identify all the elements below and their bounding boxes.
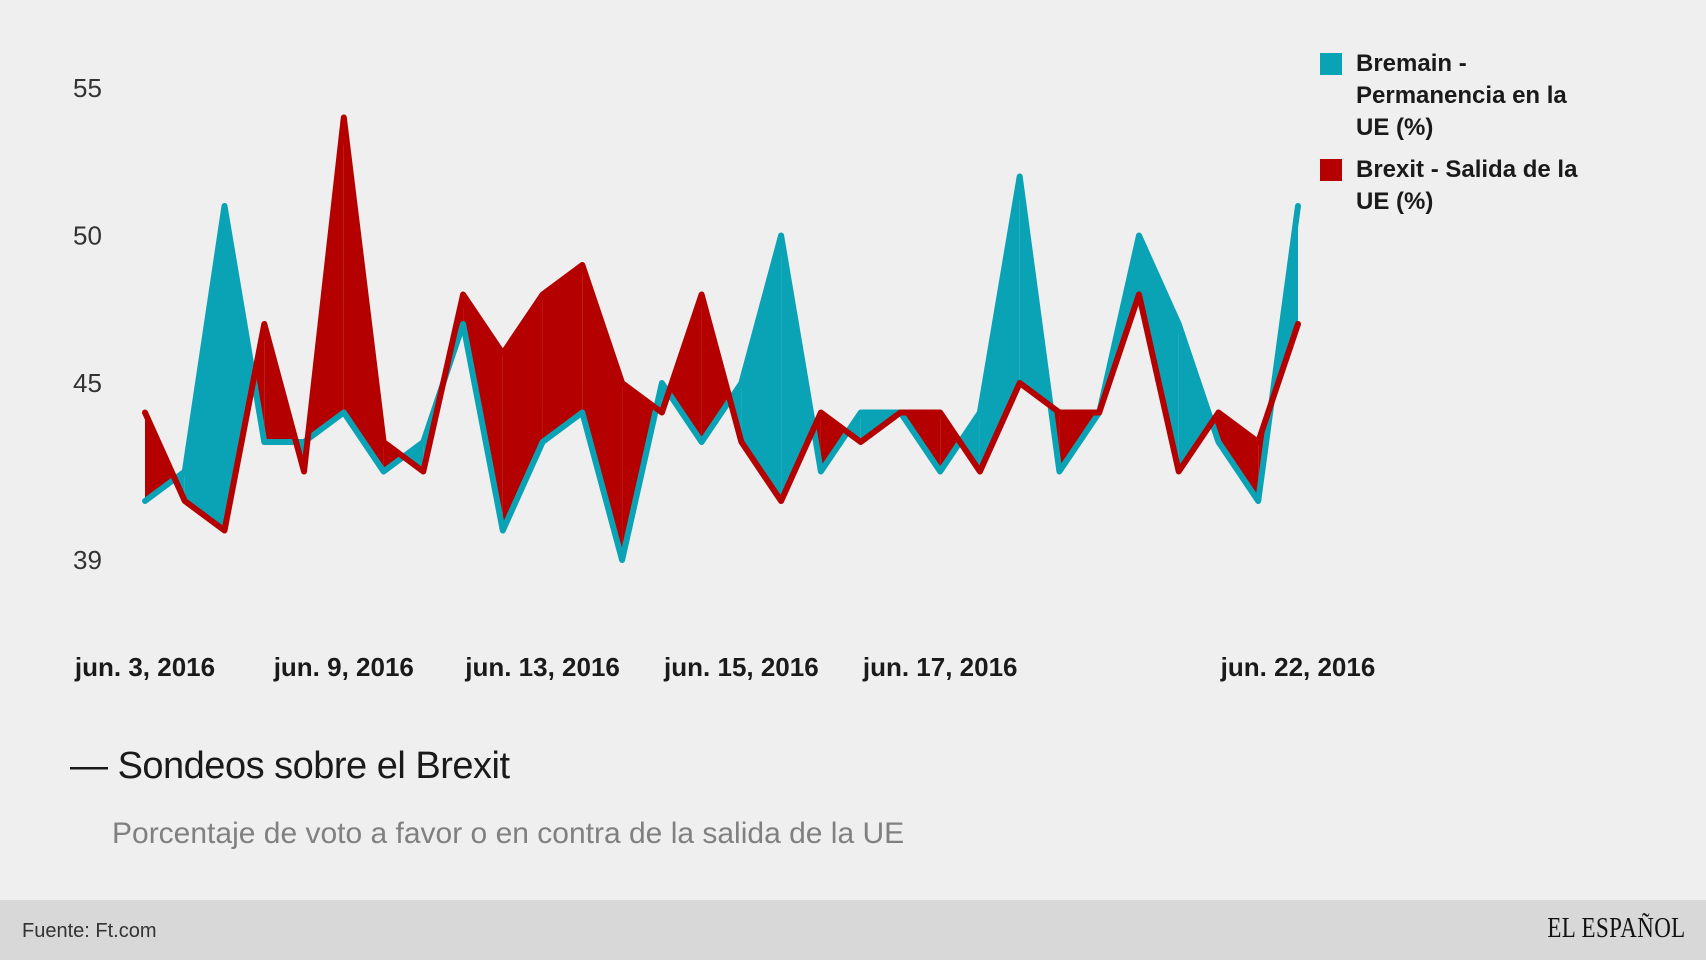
legend-item-bremain[interactable]: Bremain - Permanencia en la UE (%) xyxy=(1320,48,1580,144)
x-tick-label: jun. 17, 2016 xyxy=(862,652,1018,682)
y-tick-50: 50 xyxy=(73,221,102,251)
diff-area-22-a xyxy=(1019,176,1051,406)
legend: Bremain - Permanencia en la UE (%) Brexi… xyxy=(1320,48,1580,228)
brexit-line xyxy=(142,114,1301,534)
diff-area-20-a xyxy=(940,412,961,472)
diff-area-20-b xyxy=(960,412,980,472)
brexit-swatch xyxy=(1320,159,1342,181)
brand-logo: EL ESPAÑOL xyxy=(1547,913,1686,944)
legend-label-bremain: Bremain - Permanencia en la UE (%) xyxy=(1356,50,1567,141)
source-text: Fuente: Ft.com xyxy=(22,920,157,942)
y-tick-55: 55 xyxy=(73,73,102,103)
diff-area-2-a xyxy=(224,206,254,531)
diff-area-15 xyxy=(741,235,782,501)
chart-subtitle: Porcentaje de voto a favor o en contra d… xyxy=(112,817,905,850)
series-lines xyxy=(142,114,1301,563)
y-axis-ticks: 39 45 50 55 xyxy=(73,73,102,575)
x-tick-label: jun. 15, 2016 xyxy=(663,652,819,682)
footer: Fuente: Ft.com EL ESPAÑOL xyxy=(0,900,1706,960)
title-dash: — xyxy=(70,745,108,787)
x-tick-label: jun. 3, 2016 xyxy=(74,652,215,682)
x-tick-label: jun. 22, 2016 xyxy=(1220,652,1376,682)
x-tick-label: jun. 13, 2016 xyxy=(464,652,620,682)
legend-item-brexit[interactable]: Brexit - Salida de la UE (%) xyxy=(1320,154,1580,218)
title-text: Sondeos sobre el Brexit xyxy=(117,745,510,787)
x-tick-label: jun. 9, 2016 xyxy=(273,652,414,682)
diff-area-26-a xyxy=(1178,324,1212,472)
diff-area-16-a xyxy=(781,235,814,501)
brexit-poll-chart: 39 45 50 55 jun. 3, 2016 jun. 9, 2016 jun. 13… xyxy=(73,73,1375,682)
bremain-line xyxy=(142,173,1301,563)
y-tick-39: 39 xyxy=(73,545,102,575)
diff-area-9 xyxy=(502,294,543,531)
diff-area-11 xyxy=(582,265,623,560)
bremain-swatch xyxy=(1320,53,1342,75)
diff-area-13-b xyxy=(668,294,702,442)
chart-title: — Sondeos sobre el Brexit xyxy=(70,745,510,788)
legend-label-brexit: Brexit - Salida de la UE (%) xyxy=(1356,156,1578,215)
x-axis-ticks: jun. 3, 2016 jun. 9, 2016 jun. 13, 2016 jun… xyxy=(74,652,1375,682)
diff-area-25 xyxy=(1139,235,1179,472)
diff-area-10 xyxy=(542,265,583,442)
y-tick-45: 45 xyxy=(73,368,102,398)
